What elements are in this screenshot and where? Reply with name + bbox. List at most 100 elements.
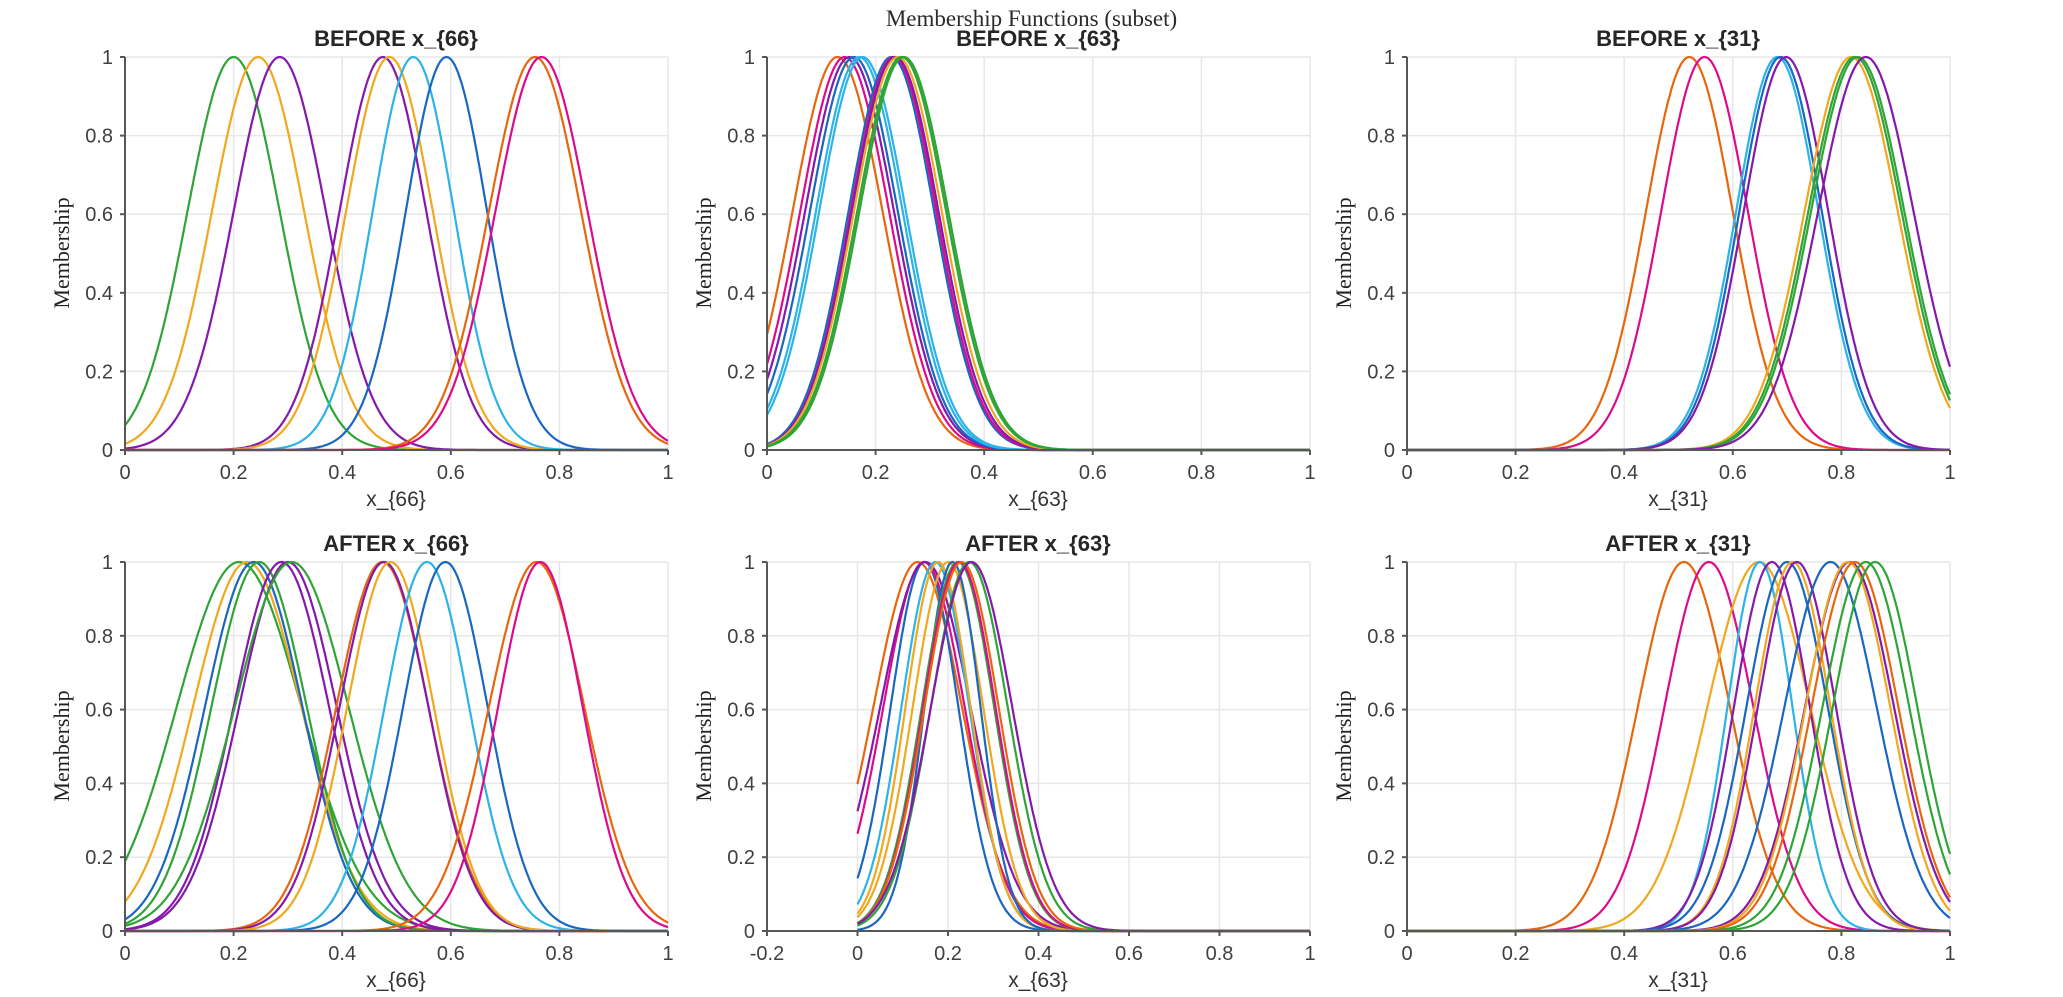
svg-text:0.4: 0.4 <box>970 462 998 484</box>
svg-text:1: 1 <box>1944 943 1955 965</box>
subplot-title: AFTER x_{63} <box>965 531 1111 556</box>
svg-text:0.6: 0.6 <box>437 462 465 484</box>
svg-text:0: 0 <box>1384 440 1395 462</box>
svg-text:0.2: 0.2 <box>1367 361 1395 383</box>
svg-text:0.8: 0.8 <box>1827 462 1855 484</box>
svg-text:0: 0 <box>102 440 113 462</box>
svg-text:0: 0 <box>744 440 755 462</box>
svg-text:0: 0 <box>1401 943 1412 965</box>
svg-text:0.4: 0.4 <box>85 283 113 305</box>
subplot-title: BEFORE x_{31} <box>1596 26 1760 51</box>
svg-text:0.6: 0.6 <box>85 700 113 722</box>
svg-text:0.4: 0.4 <box>1610 943 1638 965</box>
svg-text:1: 1 <box>1944 462 1955 484</box>
svg-text:0.2: 0.2 <box>727 847 755 869</box>
subplot-title: AFTER x_{31} <box>1605 531 1751 556</box>
svg-text:1: 1 <box>1304 943 1315 965</box>
svg-text:0.6: 0.6 <box>1719 462 1747 484</box>
svg-text:0.2: 0.2 <box>220 462 248 484</box>
subplot-after-x63: -0.2 0 0.2 0.4 0.6 0.8 1 0 0.2 0.4 0.6 0.8 1 AFTER x… <box>682 527 1335 996</box>
svg-text:0.2: 0.2 <box>85 847 113 869</box>
svg-text:0: 0 <box>1384 921 1395 943</box>
svg-text:0.4: 0.4 <box>1367 773 1395 795</box>
y-axis-label: Membership <box>1331 690 1356 802</box>
svg-text:0.6: 0.6 <box>85 204 113 226</box>
subplot-after-x66: 0 0.2 0.4 0.6 0.8 1 0 0.2 0.4 0.6 0.8 1 AFTER x_{66… <box>40 527 693 996</box>
axes-after-x31: 0 0.2 0.4 0.6 0.8 1 0 0.2 0.4 0.6 0.8 1 <box>1367 552 1955 965</box>
svg-text:1: 1 <box>102 47 113 69</box>
svg-text:0.6: 0.6 <box>1115 943 1143 965</box>
svg-text:0.8: 0.8 <box>727 126 755 148</box>
svg-text:0: 0 <box>119 462 130 484</box>
axes-before-x31: 0 0.2 0.4 0.6 0.8 1 0 0.2 0.4 0.6 0.8 1 <box>1367 47 1955 484</box>
axes-before-x63: 0 0.2 0.4 0.6 0.8 1 0 0.2 0.4 0.6 0.8 1 <box>727 47 1315 484</box>
svg-text:1: 1 <box>662 462 673 484</box>
svg-text:0.8: 0.8 <box>545 943 573 965</box>
svg-text:1: 1 <box>1384 552 1395 574</box>
subplot-before-x31: 0 0.2 0.4 0.6 0.8 1 0 0.2 0.4 0.6 0.8 1 BEFORE x_{3… <box>1322 22 1975 515</box>
svg-text:1: 1 <box>662 943 673 965</box>
svg-text:0.2: 0.2 <box>85 361 113 383</box>
svg-text:0.4: 0.4 <box>727 283 755 305</box>
subplot-after-x31: 0 0.2 0.4 0.6 0.8 1 0 0.2 0.4 0.6 0.8 1 AFTER x_{31… <box>1322 527 1975 996</box>
svg-text:0.6: 0.6 <box>727 700 755 722</box>
svg-text:0.2: 0.2 <box>1502 943 1530 965</box>
svg-text:0.2: 0.2 <box>220 943 248 965</box>
svg-text:0.8: 0.8 <box>85 626 113 648</box>
svg-text:0.6: 0.6 <box>1719 943 1747 965</box>
svg-text:0.6: 0.6 <box>1367 204 1395 226</box>
svg-text:0.2: 0.2 <box>1502 462 1530 484</box>
svg-text:0.2: 0.2 <box>727 361 755 383</box>
y-axis-label: Membership <box>691 197 716 309</box>
svg-text:0.8: 0.8 <box>1367 126 1395 148</box>
svg-text:0.6: 0.6 <box>727 204 755 226</box>
svg-text:1: 1 <box>1384 47 1395 69</box>
axes-before-x66: 0 0.2 0.4 0.6 0.8 1 0 0.2 0.4 0.6 0.8 1 <box>85 47 673 484</box>
axes-after-x66: 0 0.2 0.4 0.6 0.8 1 0 0.2 0.4 0.6 0.8 1 <box>85 552 673 965</box>
y-axis-label: Membership <box>49 197 74 309</box>
svg-text:1: 1 <box>744 47 755 69</box>
svg-text:0.2: 0.2 <box>862 462 890 484</box>
axes-after-x63: -0.2 0 0.2 0.4 0.6 0.8 100.20.40.60.81 <box>727 552 1315 965</box>
x-axis-label: x_{66} <box>366 488 426 511</box>
y-axis-label: Membership <box>49 690 74 802</box>
svg-text:0: 0 <box>1401 462 1412 484</box>
svg-text:0.4: 0.4 <box>1025 943 1053 965</box>
svg-text:-0.2: -0.2 <box>750 943 784 965</box>
subplot-before-x63: 0 0.2 0.4 0.6 0.8 1 0 0.2 0.4 0.6 0.8 1 BEFORE x_{6… <box>682 22 1335 515</box>
x-axis-label: x_{66} <box>366 969 426 992</box>
svg-text:1: 1 <box>102 552 113 574</box>
svg-text:1: 1 <box>744 552 755 574</box>
subplot-title: AFTER x_{66} <box>323 531 469 556</box>
svg-text:0.4: 0.4 <box>1367 283 1395 305</box>
svg-text:0: 0 <box>761 462 772 484</box>
x-axis-label: x_{31} <box>1648 488 1708 511</box>
svg-text:0.4: 0.4 <box>328 462 356 484</box>
svg-text:0.8: 0.8 <box>1827 943 1855 965</box>
subplot-title: BEFORE x_{66} <box>314 26 478 51</box>
svg-text:0.8: 0.8 <box>1206 943 1234 965</box>
figure-title: Membership Functions (subset) <box>885 6 1178 31</box>
svg-text:0.4: 0.4 <box>1610 462 1638 484</box>
x-axis-label: x_{63} <box>1008 488 1068 511</box>
svg-text:0.4: 0.4 <box>85 773 113 795</box>
svg-text:1: 1 <box>1304 462 1315 484</box>
svg-text:0.8: 0.8 <box>85 126 113 148</box>
subplot-title: BEFORE x_{63} <box>956 26 1120 51</box>
svg-text:0.4: 0.4 <box>727 773 755 795</box>
y-axis-label: Membership <box>1331 197 1356 309</box>
svg-text:0: 0 <box>102 921 113 943</box>
y-axis-label: Membership <box>691 690 716 802</box>
svg-text:0.6: 0.6 <box>437 943 465 965</box>
svg-text:0.6: 0.6 <box>1367 700 1395 722</box>
svg-text:0: 0 <box>119 943 130 965</box>
x-axis-label: x_{63} <box>1008 969 1068 992</box>
svg-text:0.8: 0.8 <box>1187 462 1215 484</box>
svg-text:0.2: 0.2 <box>934 943 962 965</box>
svg-text:0.8: 0.8 <box>545 462 573 484</box>
svg-text:0.6: 0.6 <box>1079 462 1107 484</box>
svg-text:0.2: 0.2 <box>1367 847 1395 869</box>
svg-text:0.8: 0.8 <box>1367 626 1395 648</box>
svg-text:0.4: 0.4 <box>328 943 356 965</box>
